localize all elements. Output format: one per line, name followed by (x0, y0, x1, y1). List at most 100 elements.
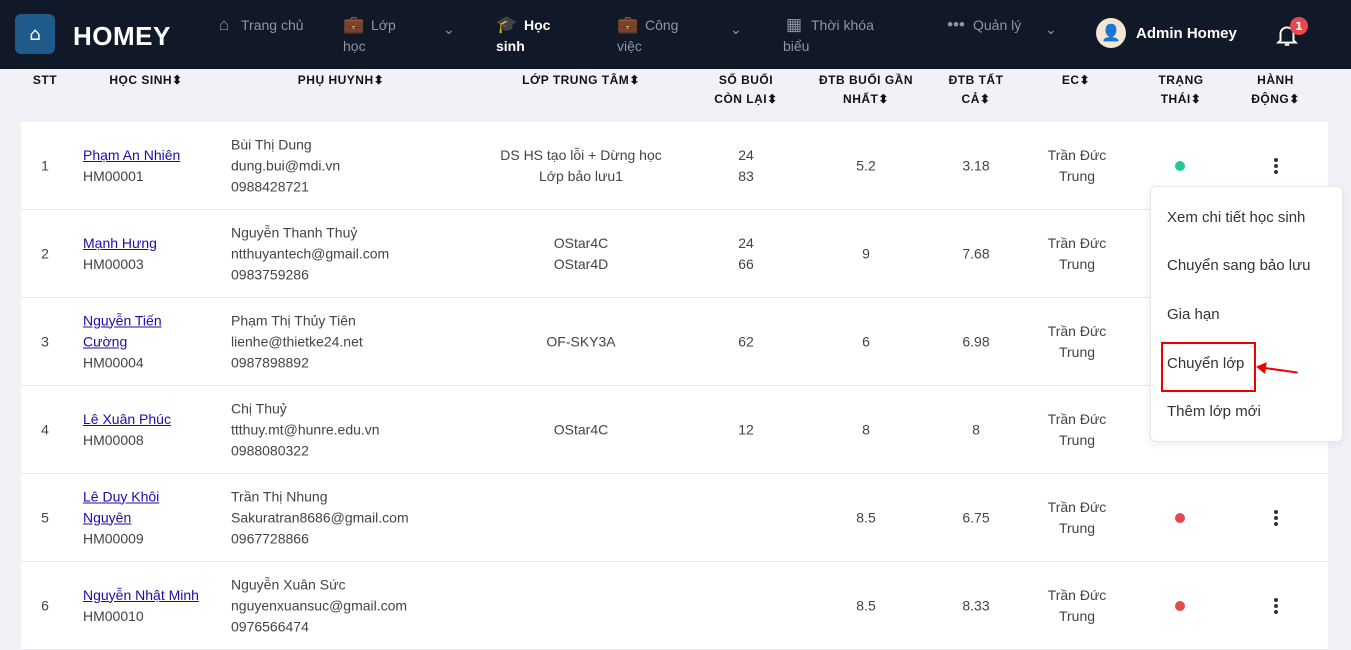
parent-email: ttthuy.mt@hunre.edu.vn (231, 421, 380, 437)
menu-view-details[interactable]: Xem chi tiết học sinh (1167, 209, 1306, 226)
row-stt: 2 (41, 245, 49, 261)
kebab-menu-icon[interactable] (1271, 509, 1281, 526)
nav-timetable[interactable]: ▦ Thời khóa biểu (783, 15, 874, 54)
recent-avg: 8.5 (856, 509, 876, 525)
class-name: OStar4D (553, 255, 609, 272)
header-actions[interactable]: HÀNH ĐỘNG⬍ (1251, 73, 1300, 106)
status-dot (1175, 600, 1185, 611)
parent-phone: 0987898892 (231, 354, 309, 370)
row-stt: 4 (41, 421, 49, 437)
home-icon: ⌂ (218, 15, 230, 34)
overall-avg: 3.18 (962, 157, 990, 173)
class-name: OF-SKY3A (546, 333, 616, 349)
parent-email: nguyenxuansuc@gmail.com (231, 597, 408, 613)
ec-name: Trần Đức Trung (1047, 498, 1107, 536)
header-student[interactable]: HỌC SINH⬍ (109, 73, 183, 87)
table-row: 1 Phạm An Nhiên HM00001 Bùi Thị Dung dung.… (21, 122, 1328, 210)
overall-avg: 7.68 (962, 245, 990, 261)
nav-work[interactable]: 💼 Công việc (617, 15, 679, 54)
student-code: HM00010 (83, 607, 144, 624)
student-name-link[interactable]: Lê Duy Khôi Nguyên (83, 488, 160, 525)
recent-avg: 6 (862, 333, 870, 349)
graduation-cap-icon: 🎓 (496, 15, 518, 34)
class-name: Lớp bảo lưu1 (539, 167, 623, 184)
nav-management[interactable]: ••• Quản lý (945, 14, 1025, 36)
homey-logo[interactable]: ⌂ (15, 14, 55, 54)
more-icon: ••• (947, 15, 965, 34)
recent-avg: 5.2 (856, 157, 876, 173)
sessions-left: 24 (738, 234, 754, 251)
header-parent[interactable]: PHỤ HUYNH⬍ (297, 73, 385, 87)
brand-name: HOMEY (73, 21, 171, 51)
header-ec[interactable]: EC⬍ (1061, 73, 1091, 87)
sessions-left: 12 (738, 421, 754, 437)
chevron-down-icon[interactable]: ⌄ (730, 22, 742, 38)
sessions-left: 24 (738, 146, 754, 163)
parent-name: Trần Thị Nhung (231, 488, 328, 504)
nav-home[interactable]: ⌂ Trang chủ (213, 14, 308, 36)
parent-email: lienhe@thietke24.net (231, 333, 363, 349)
header-class[interactable]: LỚP TRUNG TÂM⬍ (522, 73, 640, 87)
recent-avg: 9 (862, 245, 870, 261)
student-name-link[interactable]: Nguyễn Nhật Minh (83, 586, 199, 603)
kebab-menu-icon[interactable] (1271, 157, 1281, 174)
row-stt: 1 (41, 157, 49, 173)
parent-email: dung.bui@mdi.vn (231, 157, 341, 173)
row-action-menu: Xem chi tiết học sinh Chuyển sang bảo lư… (1150, 186, 1343, 442)
overall-avg: 6.75 (962, 509, 990, 525)
table-row: 5 Lê Duy Khôi Nguyên HM00009 Trần Thị Nhu… (21, 474, 1328, 562)
calendar-icon: ▦ (785, 15, 803, 34)
header-recent-avg[interactable]: ĐTB BUỔI GẦN NHẤT⬍ (819, 73, 913, 106)
table-row: 6 Nguyễn Nhật Minh HM00010 Nguyễn Xuân Sứ… (21, 562, 1328, 650)
header-status[interactable]: TRẠNG THÁI⬍ (1158, 73, 1204, 106)
header-stt: STT (32, 73, 58, 87)
bell-icon[interactable] (1274, 22, 1300, 48)
chevron-down-icon[interactable]: ⌄ (443, 22, 455, 38)
ec-name: Trần Đức Trung (1047, 410, 1107, 448)
ec-name: Trần Đức Trung (1047, 322, 1107, 360)
student-code: HM00008 (83, 431, 144, 448)
recent-avg: 8.5 (856, 597, 876, 613)
menu-extend[interactable]: Gia hạn (1167, 306, 1220, 323)
student-code: HM00009 (83, 530, 144, 546)
parent-phone: 0988080322 (231, 442, 309, 458)
student-name-link[interactable]: Phạm An Nhiên (83, 146, 181, 163)
student-code: HM00004 (83, 354, 144, 370)
table-header: STT HỌC SINH⬍ PHỤ HUYNH⬍ LỚP TRUNG TÂM⬍ … (21, 69, 1328, 122)
nav-classes[interactable]: 💼 Lớp học (343, 15, 396, 54)
ec-name: Trần Đức Trung (1047, 146, 1107, 184)
nav-students[interactable]: 🎓 Học sinh (496, 15, 551, 54)
table-row: 4 Lê Xuân Phúc HM00008 Chị Thuỷ ttthuy.mt@… (21, 386, 1328, 474)
briefcase-icon: 💼 (617, 15, 639, 34)
notification-badge: 1 (1290, 17, 1308, 35)
parent-name: Phạm Thị Thủy Tiên (231, 312, 356, 328)
status-dot (1175, 512, 1185, 523)
row-stt: 6 (41, 597, 49, 613)
status-dot (1175, 160, 1185, 171)
class-name: DS HS tạo lỗi + Dừng học (500, 146, 662, 163)
parent-email: Sakuratran8686@gmail.com (231, 509, 409, 525)
briefcase-icon: 💼 (343, 15, 365, 34)
row-stt: 3 (41, 333, 49, 349)
kebab-menu-icon[interactable] (1271, 597, 1281, 614)
chevron-down-icon[interactable]: ⌄ (1045, 22, 1057, 38)
user-menu[interactable]: 👤 Admin Homey (1096, 18, 1237, 48)
students-table: STT HỌC SINH⬍ PHỤ HUYNH⬍ LỚP TRUNG TÂM⬍ … (21, 69, 1328, 650)
student-name-link[interactable]: Lê Xuân Phúc (83, 410, 171, 427)
header-overall-avg[interactable]: ĐTB TẤT CẢ⬍ (948, 73, 1004, 106)
student-name-link[interactable]: Mạnh Hưng (83, 234, 157, 251)
student-name-link[interactable]: Nguyễn Tiến Cường (83, 312, 162, 349)
ec-name: Trần Đức Trung (1047, 586, 1107, 624)
parent-email: ntthuyantech@gmail.com (231, 245, 390, 261)
recent-avg: 8 (862, 421, 870, 437)
menu-change-class[interactable]: Chuyển lớp (1167, 355, 1245, 372)
menu-add-class[interactable]: Thêm lớp mới (1167, 403, 1261, 420)
highlight-box (1161, 342, 1256, 392)
avatar: 👤 (1096, 18, 1126, 48)
parent-phone: 0988428721 (231, 178, 309, 194)
sessions-left: 83 (738, 167, 754, 184)
header-sessions-left[interactable]: SỐ BUỔI CÒN LẠI⬍ (714, 73, 778, 106)
parent-name: Nguyễn Thanh Thuỷ (231, 224, 358, 240)
student-code: HM00003 (83, 255, 144, 272)
menu-move-to-reserve[interactable]: Chuyển sang bảo lưu (1167, 257, 1311, 274)
